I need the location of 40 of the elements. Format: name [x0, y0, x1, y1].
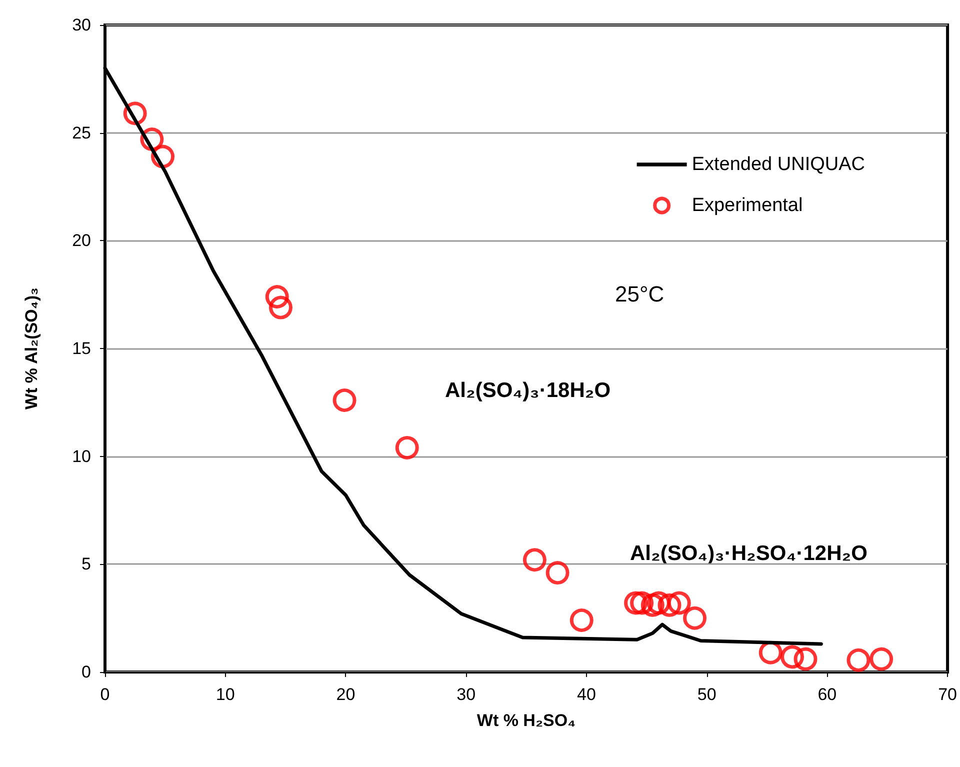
- y-tick-label: 10: [72, 446, 91, 466]
- point: [794, 647, 818, 671]
- point: [546, 561, 570, 585]
- point: [646, 591, 670, 615]
- y-tick-label: 15: [72, 339, 91, 358]
- annotation: Al₂(SO₄)₃·18H₂O: [445, 379, 611, 402]
- point: [624, 591, 648, 615]
- x-tick-label: 20: [336, 685, 356, 704]
- x-tick-label: 40: [576, 685, 596, 704]
- point: [570, 608, 594, 632]
- point: [667, 591, 691, 615]
- legend-label: Extended UNIQUAC: [692, 154, 866, 175]
- point: [870, 647, 894, 671]
- point: [395, 436, 419, 460]
- y-tick-label: 20: [72, 231, 91, 250]
- y-tick-label: 30: [72, 16, 91, 34]
- legend-label: Experimental: [692, 195, 803, 216]
- x-tick-label: 50: [697, 685, 716, 704]
- y-axis-title: Wt % Al₂(SO₄)₃: [22, 287, 41, 410]
- x-tick-label: 60: [818, 685, 837, 704]
- point: [522, 548, 546, 572]
- point: [640, 593, 664, 617]
- x-tick-label: 0: [100, 685, 110, 704]
- y-tick-label: 0: [82, 662, 91, 682]
- point: [332, 388, 356, 412]
- x-tick-label: 30: [456, 685, 476, 704]
- annotation: 25°C: [615, 282, 664, 306]
- point: [780, 645, 804, 669]
- point: [630, 591, 654, 615]
- point: [658, 593, 682, 617]
- x-tick-label: 70: [938, 685, 958, 704]
- x-tick-label: 10: [216, 685, 235, 704]
- x-axis-title: Wt % H₂SO₄: [476, 711, 576, 730]
- y-tick-label: 5: [82, 554, 91, 574]
- point: [269, 296, 292, 320]
- point: [846, 648, 870, 672]
- annotation: Al₂(SO₄)₃·H₂SO₄·12H₂O: [630, 542, 868, 565]
- y-tick-label: 25: [72, 123, 91, 142]
- point: [265, 284, 289, 308]
- point: [683, 606, 707, 630]
